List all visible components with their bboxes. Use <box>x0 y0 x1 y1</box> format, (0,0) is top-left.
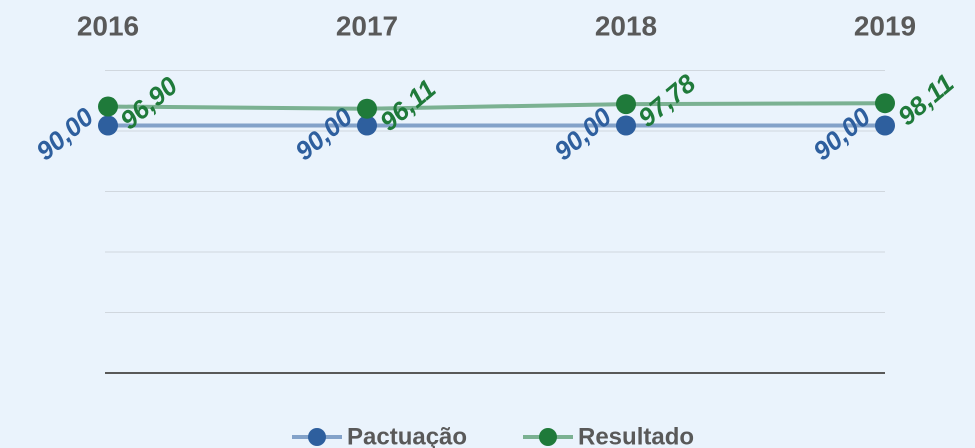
x-tick-label: 2018 <box>595 10 657 41</box>
marker <box>357 115 377 136</box>
marker <box>875 115 895 136</box>
marker <box>98 96 118 117</box>
x-tick-label: 2017 <box>336 10 398 41</box>
x-tick-label: 2016 <box>77 10 139 41</box>
marker <box>357 98 377 119</box>
legend-marker <box>539 428 557 446</box>
series-line <box>107 101 886 111</box>
marker <box>98 115 118 136</box>
marker <box>616 115 636 136</box>
legend-label: Pactuação <box>347 423 467 448</box>
legend-label: Resultado <box>578 423 694 448</box>
marker <box>616 94 636 115</box>
legend-marker <box>308 428 326 446</box>
marker <box>875 93 895 114</box>
x-tick-label: 2019 <box>854 10 916 41</box>
